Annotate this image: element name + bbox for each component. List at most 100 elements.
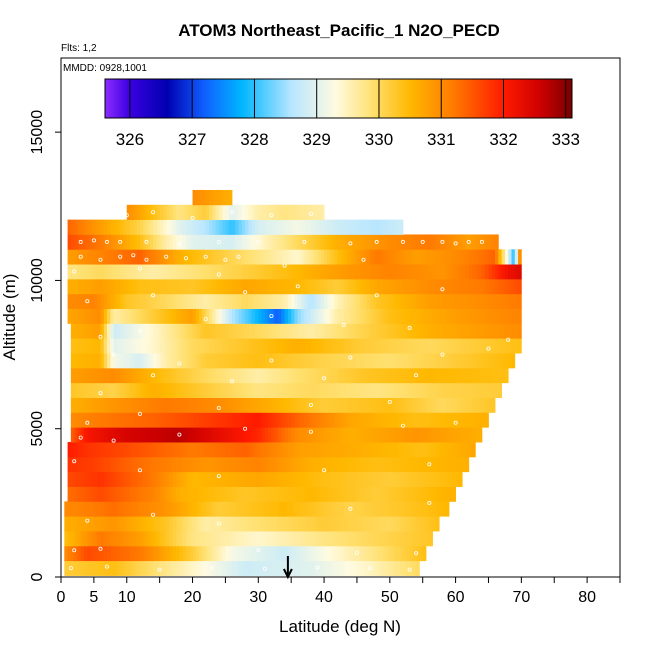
heatmap-cell [159,516,164,532]
heatmap-cell [113,456,118,473]
heatmap-cell [139,456,144,473]
heatmap-cell [327,382,332,398]
heatmap-cell [146,442,151,458]
heatmap-cell [340,278,345,295]
heatmap-cell [126,382,131,398]
heatmap-cell [162,442,167,458]
heatmap-cell [320,323,325,339]
heatmap-cell [110,545,115,562]
heatmap-cell [425,367,430,384]
heatmap-cell [324,501,328,517]
heatmap-cell [67,501,72,517]
heatmap-cell [133,560,138,576]
heatmap-cell [153,382,157,398]
heatmap-cell [429,471,433,487]
heatmap-cell [120,545,124,562]
heatmap-cell [113,264,118,280]
heatmap-cell [330,471,335,487]
heatmap-cell [419,353,424,369]
heatmap-cell [162,204,167,221]
heatmap-cell [396,501,401,517]
heatmap-cell [123,427,128,443]
heatmap-cell [281,397,285,413]
heatmap-cell [373,531,378,547]
heatmap-cell [90,249,95,265]
heatmap-cell [370,545,374,562]
heatmap-cell [432,264,437,280]
heatmap-cell [97,560,101,576]
heatmap-cell [455,412,460,428]
heatmap-cell [301,471,305,487]
heatmap-cell [330,367,335,384]
heatmap-cell [485,412,489,428]
heatmap-cell [281,427,285,443]
heatmap-cell [416,486,420,502]
heatmap-cell [452,471,456,487]
heatmap-cell [327,516,332,532]
heatmap-cell [465,427,470,443]
heatmap-cell [179,397,184,413]
heatmap-cell [317,427,322,443]
heatmap-cell [90,427,95,443]
heatmap-cell [225,545,230,562]
heatmap-cell [373,486,378,502]
heatmap-cell [337,323,341,339]
heatmap-cell [143,249,147,265]
heatmap-cell [222,189,226,206]
heatmap-cell [100,560,105,576]
heatmap-cell [149,249,154,265]
heatmap-cell [222,442,226,458]
heatmap-cell [93,456,98,473]
heatmap-cell [429,412,433,428]
heatmap-cell [458,353,463,369]
heatmap-cell [472,367,476,384]
heatmap-cell [366,219,371,235]
heatmap-cell [370,353,374,369]
heatmap-cell [393,249,397,265]
heatmap-cell [116,471,121,487]
heatmap-cell [406,397,410,413]
heatmap-cell [100,338,105,354]
heatmap-cell [350,560,355,576]
heatmap-cell [228,293,233,309]
heatmap-cell [176,264,180,280]
heatmap-cell [215,323,220,339]
heatmap-cell [281,293,285,309]
heatmap-cell [337,427,341,443]
heatmap-cell [169,323,174,339]
heatmap-cell [366,486,371,502]
heatmap-cell [389,338,394,354]
heatmap-cell [389,427,394,443]
heatmap-cell [202,308,207,324]
heatmap-cell [386,560,391,576]
heatmap-cell [192,560,197,576]
heatmap-cell [268,382,272,398]
heatmap-cell [429,264,433,280]
heatmap-cell [113,531,118,547]
heatmap-cell [97,353,101,369]
heatmap-cell [452,278,456,295]
heatmap-cell [406,234,410,250]
heatmap-cell [274,264,279,280]
heatmap-cell [80,338,85,354]
heatmap-cell [130,323,134,339]
heatmap-cell [77,264,82,280]
heatmap-cell [393,382,397,398]
heatmap-cell [501,293,506,309]
heatmap-cell [373,338,378,354]
heatmap-cell [238,442,243,458]
heatmap-cell [162,412,167,428]
heatmap-cell [307,353,312,369]
heatmap-cell [100,367,105,384]
heatmap-cell [412,516,417,532]
heatmap-cell [100,442,105,458]
heatmap-cell [159,501,164,517]
heatmap-cell [87,219,91,235]
heatmap-cell [202,442,207,458]
heatmap-cell [130,560,134,576]
heatmap-cell [202,219,207,235]
heatmap-cell [287,412,292,428]
heatmap-cell [439,397,443,413]
heatmap-cell [192,456,197,473]
heatmap-cell [93,501,98,517]
